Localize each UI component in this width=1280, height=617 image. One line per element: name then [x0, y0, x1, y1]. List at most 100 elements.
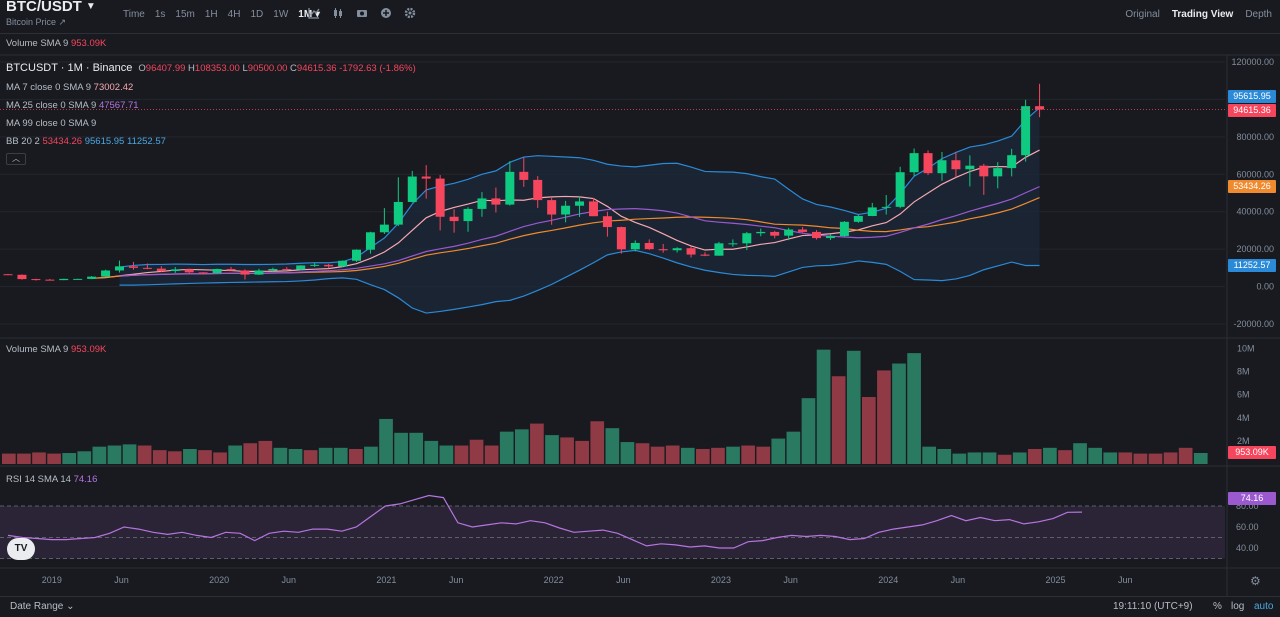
candle-body — [45, 279, 55, 281]
volume-bar — [32, 452, 46, 464]
chart-canvas[interactable]: 120000.00100000.0080000.0060000.0040000.… — [0, 0, 1280, 596]
view-tabs: Original Trading View Depth — [1125, 9, 1272, 20]
candle-body — [87, 276, 97, 279]
chevron-down-icon: ▼ — [85, 1, 96, 12]
candle-body — [338, 260, 348, 267]
candle-body — [686, 248, 696, 255]
volume-bar — [560, 437, 574, 464]
log-toggle[interactable]: log — [1231, 601, 1245, 612]
interval-1s[interactable]: 1s — [154, 9, 166, 20]
pair-selector[interactable]: BTC/USDT ▼ — [6, 0, 96, 15]
interval-1h[interactable]: 1H — [204, 9, 218, 20]
tradingview-logo[interactable]: TV — [7, 538, 35, 560]
candle-body — [867, 207, 877, 217]
gear-icon[interactable]: ⚙ — [1250, 574, 1261, 588]
top-volume-value: 953.09K — [70, 38, 107, 49]
volume-bar — [575, 440, 590, 464]
candle-body — [3, 274, 13, 276]
volume-tick-label: 6M — [1237, 390, 1250, 400]
ma25-label: MA 25 close 0 SMA 9 — [6, 100, 97, 111]
volume-bar — [499, 431, 514, 464]
candle-body — [59, 278, 69, 281]
volume-bar — [364, 446, 378, 464]
volume-bar — [696, 448, 710, 464]
volume-tick-label: 8M — [1237, 367, 1250, 377]
candle-body — [463, 208, 473, 222]
bb-legend: BB 20 2 53434.26 95615.95 11252.57 — [6, 136, 166, 147]
candle-body — [1021, 106, 1031, 156]
volume-bar — [454, 445, 469, 464]
time-tick-label: Jun — [783, 575, 798, 585]
candle-body — [993, 168, 1003, 177]
ma25-value: 47567.71 — [98, 100, 139, 111]
candle-body — [979, 165, 989, 177]
volume-bar — [650, 446, 665, 464]
candle-body — [519, 171, 529, 180]
tab-original[interactable]: Original — [1125, 9, 1160, 20]
price-tick-label: 120000.00 — [1231, 57, 1274, 67]
ma7-legend: MA 7 close 0 SMA 9 73002.42 — [6, 82, 133, 93]
candle-type-icon[interactable] — [330, 7, 346, 22]
price-tick-label: 80000.00 — [1236, 132, 1274, 142]
candle-body — [825, 236, 835, 239]
volume-bar — [167, 451, 182, 464]
volume-bar — [861, 397, 876, 464]
candle-body — [951, 160, 961, 170]
subtitle-link[interactable]: Bitcoin Price ↗ — [6, 17, 67, 27]
candle-body — [268, 268, 278, 271]
add-icon[interactable] — [378, 7, 394, 22]
candle-body — [449, 216, 459, 222]
ma25-legend: MA 25 close 0 SMA 9 47567.71 — [6, 100, 139, 111]
ma7-label: MA 7 close 0 SMA 9 — [6, 82, 92, 93]
candle-body — [588, 201, 598, 217]
rsi-tag: 74.16 — [1228, 492, 1276, 505]
interval-15m[interactable]: 15m — [175, 9, 195, 20]
volume-bar — [892, 363, 906, 464]
volume-bar — [831, 376, 846, 464]
collapse-legend-button[interactable]: ︿ — [6, 153, 26, 165]
open-label: O — [138, 63, 146, 74]
screenshot-icon[interactable] — [354, 7, 370, 22]
percent-toggle[interactable]: % — [1213, 601, 1222, 612]
tab-trading-view[interactable]: Trading View — [1171, 9, 1234, 20]
volume-bar — [922, 446, 937, 464]
volume-bar — [786, 431, 801, 464]
candle-body — [352, 249, 361, 261]
volume-bar — [1103, 452, 1118, 464]
volume-bar — [469, 439, 484, 464]
volume-bar — [424, 440, 439, 464]
clock: 19:11:10 (UTC+9) — [1113, 601, 1193, 612]
open-value: 96407.99 — [145, 63, 186, 74]
price-tick-label: 20000.00 — [1236, 244, 1274, 254]
volume-bar — [2, 453, 16, 464]
date-range-button[interactable]: Date Range ⌄ — [10, 601, 75, 612]
volume-bar — [756, 446, 771, 464]
candle-body — [421, 176, 431, 179]
candle-body — [324, 264, 334, 267]
time-tick-label: Jun — [951, 575, 966, 585]
settings-icon[interactable] — [402, 7, 418, 22]
volume-bar — [680, 447, 695, 464]
volume-bar — [318, 447, 333, 464]
ma7-line — [91, 149, 1040, 279]
indicator-icon[interactable] — [306, 7, 322, 22]
top-volume-label: Volume SMA 9 — [6, 38, 69, 49]
volume-bar — [877, 370, 891, 464]
volume-bar — [47, 453, 61, 464]
interval-1w[interactable]: 1W — [273, 9, 289, 20]
candle-body — [17, 274, 27, 280]
tab-depth[interactable]: Depth — [1245, 9, 1272, 20]
volume-tick-label: 2M — [1237, 436, 1250, 446]
candle-body — [393, 201, 403, 225]
time-tick-label: Jun — [616, 575, 631, 585]
time-tick-label: 2025 — [1045, 575, 1065, 585]
interval-4h[interactable]: 4H — [227, 9, 241, 20]
auto-toggle[interactable]: auto — [1254, 601, 1274, 612]
rsi-line — [7, 494, 1083, 549]
high-value: 108353.00 — [194, 63, 240, 74]
interval-1d[interactable]: 1D — [250, 9, 264, 20]
candle-body — [1007, 155, 1017, 169]
candle-body — [839, 221, 849, 237]
interval-time[interactable]: Time — [123, 9, 145, 20]
